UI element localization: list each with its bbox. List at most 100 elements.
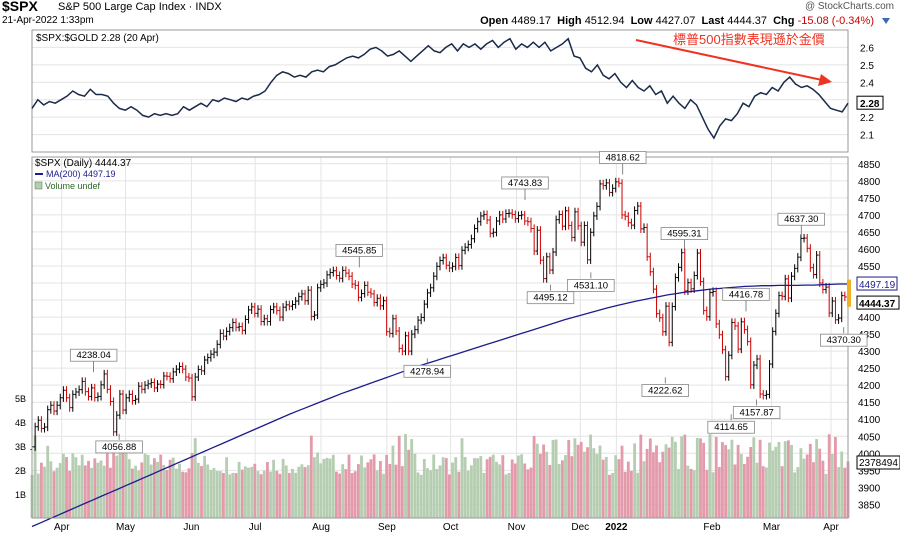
volume-bar [294,472,298,518]
price-tick-label: 4400 [858,313,881,324]
volume-bar [808,443,812,518]
volume-bar [46,445,50,518]
volume-bar [539,453,542,518]
volume-bar [297,466,301,518]
volume-bar [300,464,304,518]
volume-bar [256,471,260,518]
volume-bar [655,445,658,518]
price-panel: 3850 3900 3950 4000 4050 4100 4150 4200 4250 4300… [15,151,900,533]
volume-bar [724,445,728,518]
price-tick-label: 4800 [858,177,881,188]
volume-bar [322,458,326,518]
volume-bar [545,451,549,518]
volume-bar [476,458,480,518]
price-label-box [95,440,143,454]
volume-bar [181,471,185,518]
volume-bar [143,453,147,518]
volume-bar [184,472,188,518]
volume-bar [444,458,448,518]
volume-bar [234,473,238,518]
volume-bar [68,470,72,518]
annotation-text: 標普500指數表現遜於金價 [673,32,825,47]
volume-bar [821,460,825,518]
volume-bar [121,446,125,518]
volume-bar [837,467,841,518]
volume-bar [749,447,753,518]
volume-bar [479,456,483,518]
volume-bar [206,464,210,518]
price-tick-label: 4100 [858,415,881,426]
volume-bar [604,456,608,518]
price-label-box [641,384,689,397]
price-label: 4416.78 [729,289,763,300]
volume-bar [178,463,181,518]
volume-bar [357,464,360,518]
price-tick-label: 4200 [858,381,881,392]
volume-bar [689,468,693,518]
volume-bar [645,449,649,518]
volume-bar [58,463,62,518]
volume-bar [752,437,756,518]
volume-bar [159,454,163,518]
volume-bar [435,469,439,518]
volume-bar [432,454,436,518]
volume-bar [787,440,790,518]
volume-bar [338,473,342,518]
ratio-tick-label: 2.1 [860,131,874,142]
volume-bar [429,470,433,518]
price-label: 4370.30 [827,335,861,346]
volume-bar [491,454,495,518]
volume-bar [583,451,586,518]
volume-bar [495,461,498,518]
volume-bar [554,439,558,518]
volume-bar [639,434,643,518]
month-label: Sep [378,522,396,533]
chevron-down-icon[interactable] [882,18,890,24]
volume-bar [702,442,706,518]
volume-bar [375,470,379,518]
volume-bar [165,470,169,518]
volume-bar [451,462,454,518]
price-label: 4056.88 [102,442,136,453]
volume-bar [149,464,153,518]
volume-bar [620,445,624,518]
volume-bar [215,471,219,518]
volume-bar [523,463,527,518]
volume-bar [783,441,787,518]
month-label: Jul [249,522,262,533]
volume-bar [331,454,335,518]
volume-bar [253,463,257,518]
volume-bar [372,454,376,518]
volume-bar [49,461,53,518]
price-label-box [403,364,451,378]
volume-bar [573,438,577,518]
volume-bar [71,453,75,518]
price-label-box [335,243,383,257]
volume-bar [347,454,351,518]
index-name: S&P 500 Large Cap Index [58,1,186,13]
volume-bar [642,461,646,518]
current-bar-highlight [847,279,851,307]
volume-bar [247,467,250,518]
volume-bar [237,461,241,518]
volume-bar [87,460,90,518]
volume-bar [805,454,809,518]
volume-legend-swatch [34,181,43,190]
volume-bar [187,468,191,518]
volume-value-label: 2378494 [859,458,898,469]
month-label: May [116,522,135,533]
volume-bar [507,473,511,518]
volume-bar [131,468,134,518]
volume-bar [667,447,671,518]
volume-bar [140,462,144,518]
volume-bar [162,465,166,518]
volume-bar [244,466,247,518]
volume-bar [83,465,87,518]
volume-bar [43,466,46,518]
volume-bar [209,469,213,518]
volume-bar [526,469,530,518]
price-label-box [660,227,709,240]
volume-bar [102,465,106,518]
price-tick-label: 4300 [858,347,881,358]
volume-bar [617,459,621,518]
